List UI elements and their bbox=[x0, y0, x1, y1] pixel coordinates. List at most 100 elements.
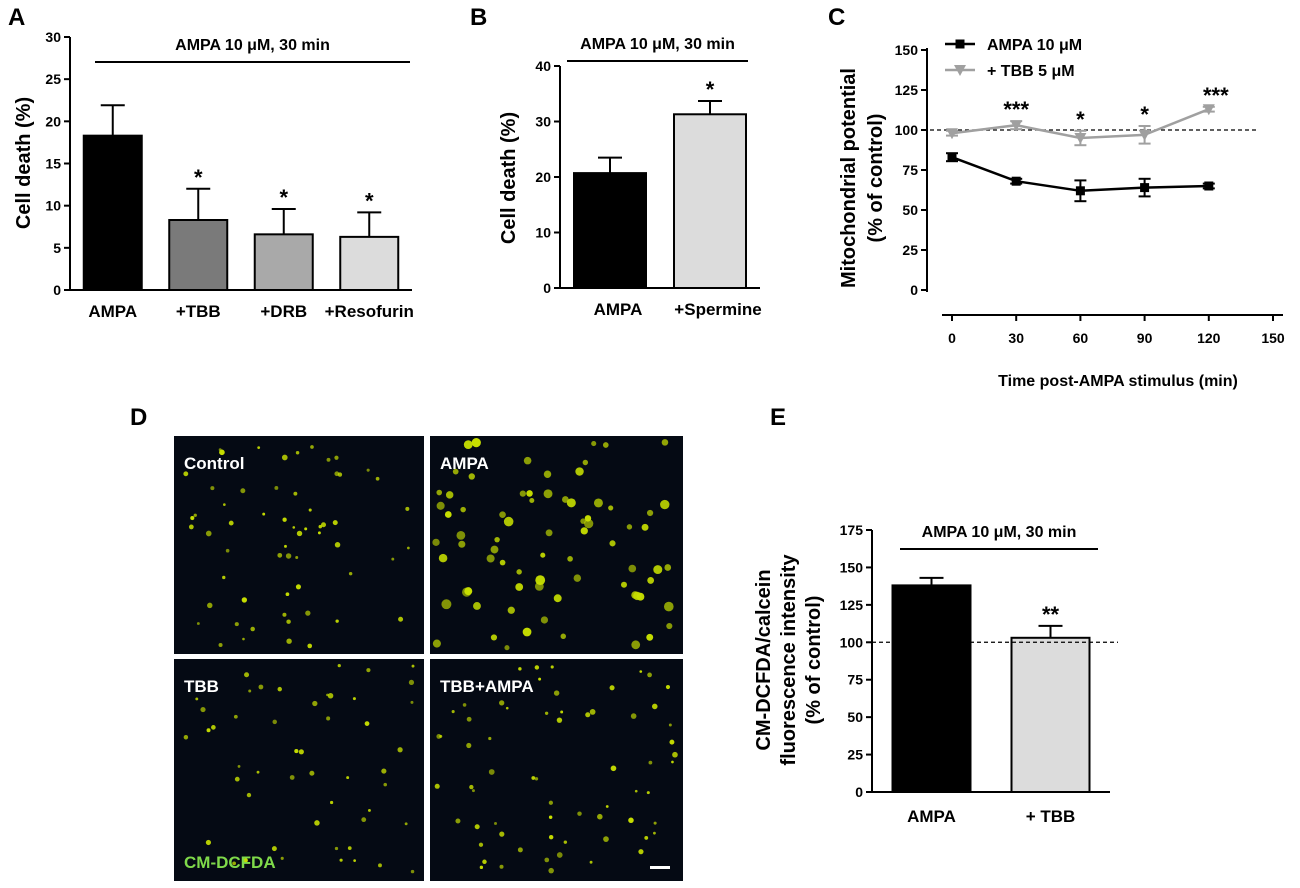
fluorescent-cell bbox=[494, 536, 500, 543]
fluorescent-cell bbox=[666, 622, 673, 630]
category-label: +Spermine bbox=[674, 300, 761, 319]
fluorescent-cell bbox=[241, 597, 248, 603]
fluorescent-cell bbox=[228, 520, 234, 526]
fluorescent-cell bbox=[494, 821, 497, 825]
chart-a-cell-death: 0 5 10 15 20 25 30 AMPA * +TBB * +DRB * +Resofurin AMP… bbox=[13, 29, 414, 321]
fluorescent-cell bbox=[381, 768, 387, 774]
fluorescent-cell bbox=[332, 520, 338, 526]
data-point bbox=[1075, 186, 1085, 196]
y-tick-label: 75 bbox=[902, 162, 918, 178]
bar bbox=[168, 219, 229, 291]
significance-marker: * bbox=[365, 188, 374, 213]
x-tick-label: 0 bbox=[948, 330, 956, 346]
fluorescent-cell bbox=[314, 820, 320, 826]
fluorescent-cell bbox=[585, 712, 591, 718]
fluorescent-cell bbox=[320, 522, 327, 528]
fluorescent-cell bbox=[630, 713, 637, 719]
fluorescent-cell bbox=[326, 716, 331, 721]
fluorescent-cell bbox=[193, 513, 197, 517]
significance-marker: * bbox=[279, 185, 288, 210]
fluorescent-cell bbox=[334, 542, 341, 548]
fluorescent-cell bbox=[560, 710, 564, 714]
fluorescent-cell bbox=[246, 792, 252, 798]
y-tick-label: 0 bbox=[855, 784, 863, 800]
y-tick-label: 30 bbox=[535, 114, 551, 130]
fluorescent-cell bbox=[646, 509, 654, 517]
fluorescent-cell bbox=[591, 441, 597, 447]
fluorescent-cell bbox=[318, 524, 323, 529]
micrograph-label: TBB+AMPA bbox=[440, 677, 534, 696]
fluorescent-cell bbox=[544, 857, 550, 863]
fluorescent-cell bbox=[653, 565, 663, 575]
fluorescent-cell bbox=[661, 439, 669, 446]
fluorescent-cell bbox=[515, 583, 524, 591]
bar bbox=[82, 134, 143, 291]
fluorescent-cell bbox=[405, 506, 410, 511]
fluorescent-cell bbox=[653, 831, 656, 835]
fluorescent-cell bbox=[644, 836, 649, 840]
y-tick-label: 40 bbox=[535, 58, 551, 74]
x-tick-label: 30 bbox=[1008, 330, 1024, 346]
fluorescent-cell bbox=[499, 700, 505, 706]
fluorescent-cell bbox=[566, 498, 576, 508]
fluorescent-cell bbox=[329, 800, 334, 805]
fluorescent-cell bbox=[284, 544, 287, 548]
condition-label: AMPA 10 μM, 30 min bbox=[580, 36, 735, 53]
fluorescent-cell bbox=[334, 846, 339, 851]
x-tick-label: 120 bbox=[1197, 330, 1221, 346]
fluorescent-cell bbox=[295, 450, 300, 455]
fluorescent-cell bbox=[348, 571, 353, 576]
fluorescent-cell bbox=[444, 511, 452, 518]
stain-label: CM-DCFDA bbox=[184, 853, 276, 872]
fluorescent-cell bbox=[518, 667, 522, 671]
fluorescent-cell bbox=[274, 486, 279, 490]
x-axis-label: Time post-AMPA stimulus (min) bbox=[998, 373, 1238, 390]
fluorescent-cell bbox=[463, 440, 473, 449]
fluorescent-cell bbox=[580, 527, 588, 535]
fluorescent-cell bbox=[479, 865, 484, 870]
fluorescent-cell bbox=[462, 703, 467, 707]
fluorescent-cell bbox=[296, 530, 303, 537]
category-label: +TBB bbox=[176, 302, 221, 321]
fluorescent-cell bbox=[248, 689, 252, 693]
fluorescent-cell bbox=[210, 486, 215, 491]
fluorescent-cell bbox=[308, 508, 312, 512]
y-tick-label: 15 bbox=[45, 156, 61, 172]
fluorescent-cell bbox=[334, 455, 339, 460]
fluorescent-cell bbox=[200, 707, 206, 713]
fluorescent-cell bbox=[432, 538, 440, 547]
data-point bbox=[946, 128, 958, 140]
y-tick-label: 30 bbox=[45, 29, 61, 45]
micrograph-image bbox=[430, 436, 683, 654]
fluorescent-cell bbox=[534, 665, 540, 670]
fluorescent-cell bbox=[543, 489, 553, 499]
fluorescent-cell bbox=[641, 523, 649, 531]
fluorescent-cell bbox=[293, 491, 298, 496]
fluorescent-cell bbox=[378, 863, 382, 868]
fluorescent-cell bbox=[205, 839, 212, 846]
fluorescent-cell bbox=[195, 697, 199, 701]
y-tick-label: 125 bbox=[840, 597, 864, 613]
data-point bbox=[1202, 104, 1215, 116]
fluorescent-cell bbox=[540, 616, 549, 624]
fluorescent-cell bbox=[272, 719, 277, 725]
fluorescent-cell bbox=[545, 529, 553, 537]
fluorescent-cell bbox=[289, 775, 295, 780]
fluorescent-cell bbox=[597, 813, 603, 820]
fluorescent-cell bbox=[474, 824, 480, 830]
fluorescent-cell bbox=[410, 869, 415, 874]
fluorescent-cell bbox=[234, 622, 239, 627]
bar bbox=[573, 172, 647, 290]
bar bbox=[1010, 636, 1091, 794]
fluorescent-cell bbox=[669, 739, 675, 745]
fluorescent-cell bbox=[526, 490, 533, 497]
y-tick-label: 175 bbox=[840, 522, 864, 538]
y-tick-label: 25 bbox=[902, 242, 918, 258]
fluorescent-cell bbox=[398, 616, 404, 622]
fluorescent-cell bbox=[534, 581, 544, 591]
fluorescent-cell bbox=[337, 663, 341, 668]
fluorescent-cell bbox=[233, 714, 238, 719]
fluorescent-cell bbox=[258, 684, 264, 690]
fluorescent-cell bbox=[312, 700, 318, 707]
fluorescent-cell bbox=[460, 506, 466, 513]
